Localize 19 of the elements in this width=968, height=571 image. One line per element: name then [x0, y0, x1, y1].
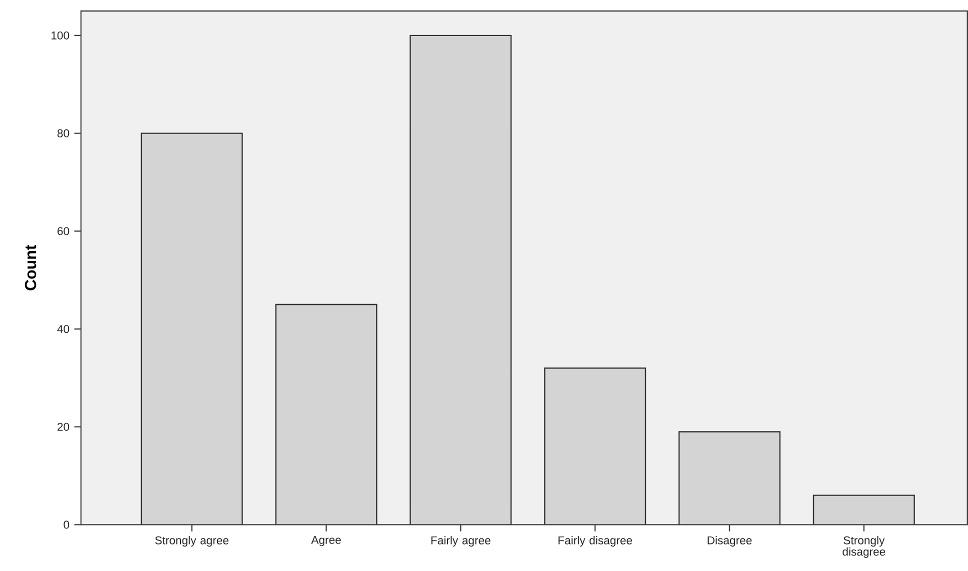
x-tick-label: Agree — [311, 536, 341, 546]
x-tick-label: Strongly disagree — [842, 536, 886, 558]
y-tick-label: 80 — [57, 129, 70, 138]
y-tick-label: 0 — [64, 520, 70, 529]
x-tick-label: Fairly disagree — [558, 536, 632, 547]
y-tick-label: 40 — [57, 325, 70, 334]
y-tick-label: 60 — [58, 227, 70, 236]
bar — [410, 35, 512, 525]
x-tick-label: Fairly agree — [431, 536, 490, 547]
bar — [812, 494, 915, 525]
bar — [140, 132, 243, 525]
x-tick-label: Strongly agree — [155, 536, 228, 547]
y-tick-label: 100 — [52, 32, 70, 40]
bar — [678, 431, 781, 525]
y-axis-title: Count — [24, 245, 36, 290]
bar — [275, 304, 378, 525]
x-tick-label: Disagree — [708, 536, 752, 547]
y-tick-label: 20 — [58, 422, 70, 431]
bar — [544, 368, 646, 525]
